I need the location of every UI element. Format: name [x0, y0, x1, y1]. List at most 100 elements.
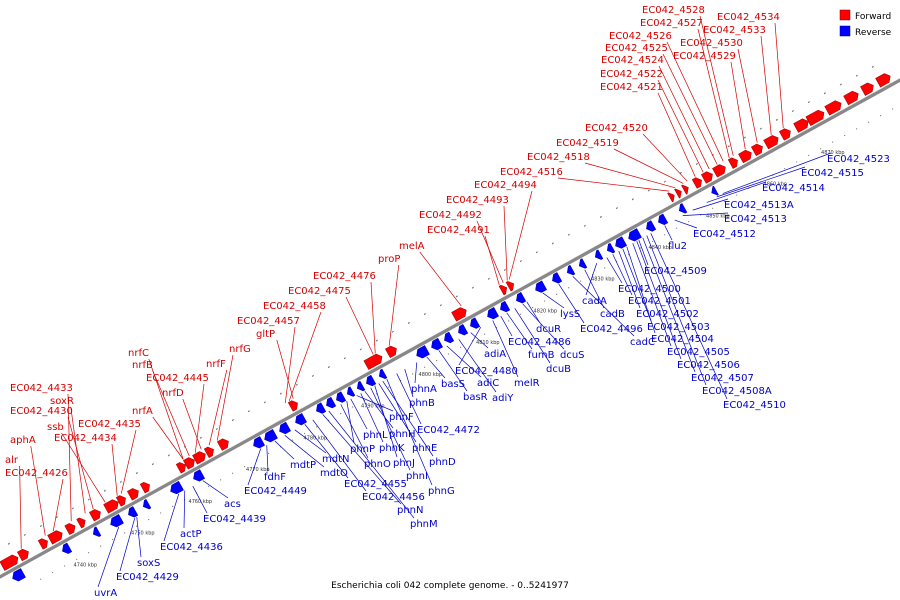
gene-label-adic: adiC	[477, 378, 499, 389]
leader-line	[61, 432, 106, 503]
forward-gene	[505, 281, 515, 292]
axis-line	[0, 77, 900, 579]
kbp-tick-label: 4870 kbp	[821, 150, 845, 156]
track-dot	[880, 114, 882, 117]
gene-label-mela: melA	[399, 241, 425, 252]
track-dot	[292, 439, 294, 441]
leader-line	[662, 53, 718, 165]
leader-line	[618, 250, 641, 309]
leader-line	[386, 378, 433, 486]
gene-label-ec042_4523: EC042_4523	[827, 154, 890, 165]
leader-line	[558, 283, 585, 324]
leader-line	[208, 369, 228, 446]
gene-label-flu2: flu2	[668, 241, 687, 252]
reverse-gene	[470, 317, 481, 329]
track-dash	[23, 533, 26, 536]
forward-gene	[47, 530, 63, 545]
track-dash	[103, 489, 106, 492]
leader-line	[503, 205, 508, 281]
leader-line	[760, 35, 772, 135]
reverse-gene	[516, 292, 527, 304]
forward-genes-track	[0, 73, 891, 571]
gene-label-ec042_4496: EC042_4496	[580, 324, 643, 335]
kbp-tick-label: 4750 kbp	[131, 531, 155, 537]
gene-label-phnk: phnK	[379, 443, 405, 454]
gene-label-fdhf: fdhF	[264, 472, 286, 483]
genome-caption: Escherichia coli 042 complete genome. - …	[331, 581, 569, 591]
track-dash	[295, 383, 298, 386]
gene-label-ec042_4493: EC042_4493	[446, 195, 509, 206]
gene-label-ec042_4503: EC042_4503	[647, 322, 710, 333]
track-dash	[695, 162, 698, 165]
track-dot	[736, 194, 738, 196]
reverse-gene	[170, 480, 184, 495]
leader-line	[202, 480, 229, 499]
leader-line	[657, 79, 704, 173]
gene-label-phng: phnG	[428, 486, 455, 497]
forward-gene	[875, 73, 891, 88]
gene-label-melr: melR	[514, 378, 540, 389]
forward-gene	[860, 82, 874, 96]
forward-gene	[17, 548, 29, 562]
track-dash	[407, 321, 410, 324]
track-dash	[727, 145, 730, 148]
gene-label-alr: alr	[5, 455, 19, 466]
genome-axis	[0, 65, 900, 580]
track-dash	[519, 260, 522, 263]
track-dot	[64, 565, 66, 567]
track-dot	[832, 141, 834, 143]
reverse-gene	[92, 526, 102, 537]
track-dot	[724, 201, 726, 203]
track-dot	[208, 485, 210, 488]
gene-label-ec042_4534: EC042_4534	[717, 12, 780, 23]
axis-highlight	[0, 77, 900, 575]
leader-line	[500, 315, 513, 337]
track-dash	[199, 436, 202, 439]
gene-label-ec042_4508a: EC042_4508A	[702, 386, 772, 397]
gene-label-mdto: mdtO	[320, 468, 348, 479]
reverse-gene	[366, 374, 377, 387]
leader-line	[470, 332, 489, 349]
track-dash	[599, 215, 602, 218]
track-dot	[844, 134, 846, 137]
leader-line	[388, 264, 400, 346]
gene-label-ec042_4509: EC042_4509	[644, 266, 707, 277]
gene-label-dcur: dcuR	[536, 324, 561, 335]
track-dash	[359, 348, 362, 351]
leader-line	[322, 414, 402, 505]
track-dash	[71, 507, 74, 510]
gene-label-phnj: phnJ	[393, 458, 415, 469]
track-dot	[112, 538, 114, 541]
track-dash	[759, 127, 762, 130]
leader-line	[97, 526, 120, 588]
reverse-gene	[62, 542, 73, 554]
kbp-tick-label: 4860 kbp	[764, 182, 788, 188]
track-dot	[424, 366, 426, 368]
reverse-gene	[193, 469, 205, 482]
gene-label-nrfc: nrfC	[128, 348, 149, 359]
forward-gene	[217, 438, 229, 451]
leader-line	[346, 401, 355, 444]
forward-gene	[103, 499, 119, 514]
kbp-tick-label: 4790 kbp	[361, 404, 385, 410]
forward-gene	[203, 446, 214, 459]
leader-line	[636, 240, 682, 360]
track-dot	[40, 578, 42, 580]
forward-gene	[738, 149, 752, 164]
forward-gene	[824, 100, 842, 116]
leader-line	[585, 262, 598, 296]
track-dot	[220, 479, 222, 481]
leader-line	[438, 350, 468, 392]
forward-gene	[667, 192, 675, 203]
gene-label-ec042_4510: EC042_4510	[723, 400, 786, 411]
forward-gene	[76, 517, 86, 529]
leader-line	[642, 237, 696, 373]
reverse-gene	[566, 264, 576, 276]
leader-line	[360, 393, 384, 443]
track-dash	[583, 224, 586, 227]
leader-line	[328, 410, 415, 519]
leader-line	[70, 406, 86, 514]
forward-gene	[843, 90, 859, 106]
gene-label-ec042_4502: EC042_4502	[636, 309, 699, 320]
reverse-gene	[578, 258, 588, 269]
